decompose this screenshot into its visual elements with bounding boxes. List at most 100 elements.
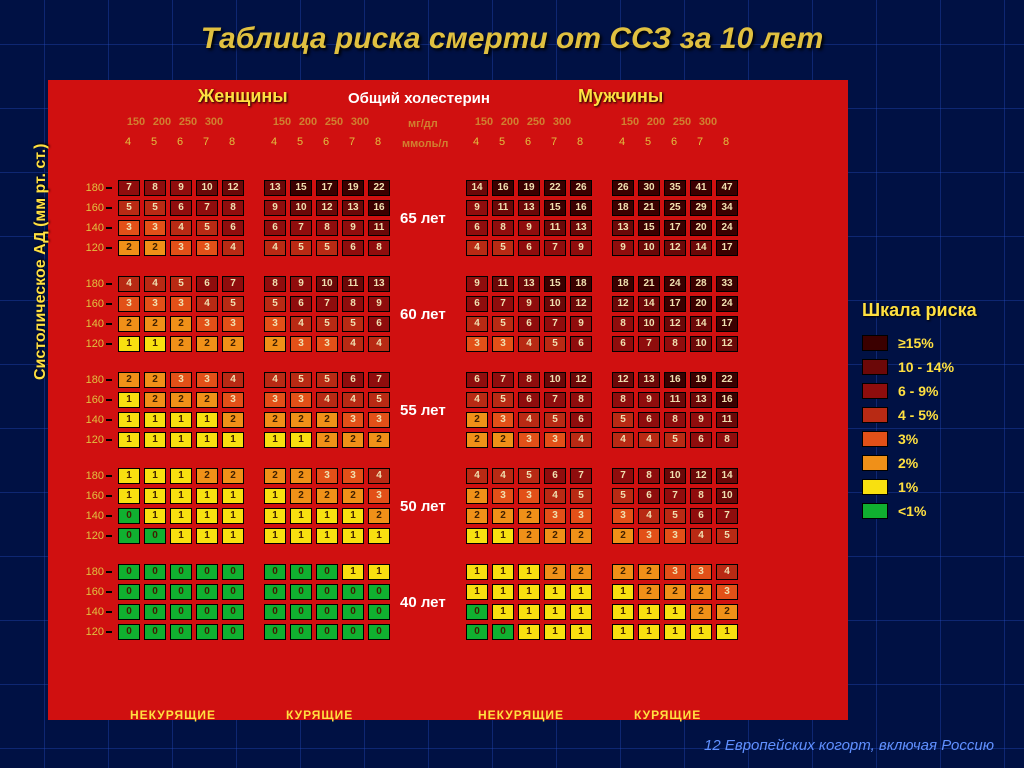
risk-cell: 5 bbox=[342, 316, 364, 332]
legend-label: 6 - 9% bbox=[898, 383, 938, 399]
risk-cell: 17 bbox=[716, 316, 738, 332]
risk-cell: 9 bbox=[638, 392, 660, 408]
risk-cell: 12 bbox=[664, 316, 686, 332]
risk-cell: 5 bbox=[492, 316, 514, 332]
footnote: 12 Европейских когорт, включая Россию bbox=[704, 737, 994, 754]
bp-ticks bbox=[106, 468, 112, 548]
risk-cell: 7 bbox=[544, 240, 566, 256]
risk-block: 1416192226911131516689111345679 bbox=[466, 180, 592, 256]
risk-cell: 1 bbox=[492, 604, 514, 620]
risk-cell: 1 bbox=[290, 508, 312, 524]
bp-axis-label: Систолическое АД (мм рт. ст.) bbox=[32, 144, 50, 381]
risk-cell: 1 bbox=[466, 528, 488, 544]
risk-block: 263035414718212529341315172024910121417 bbox=[612, 180, 738, 256]
risk-cell: 7 bbox=[368, 372, 390, 388]
risk-cell: 3 bbox=[170, 372, 192, 388]
risk-cell: 1 bbox=[196, 412, 218, 428]
risk-cell: 3 bbox=[664, 564, 686, 580]
risk-cell: 22 bbox=[716, 372, 738, 388]
risk-cell: 3 bbox=[368, 488, 390, 504]
risk-cell: 1 bbox=[368, 528, 390, 544]
risk-cell: 19 bbox=[342, 180, 364, 196]
risk-block: 00000000000000000000 bbox=[118, 564, 244, 640]
risk-cell: 3 bbox=[492, 488, 514, 504]
risk-cell: 8 bbox=[638, 468, 660, 484]
risk-cell: 9 bbox=[368, 296, 390, 312]
risk-cell: 9 bbox=[570, 240, 592, 256]
risk-cell: 0 bbox=[222, 624, 244, 640]
risk-cell: 24 bbox=[716, 220, 738, 236]
risk-cell: 1 bbox=[170, 528, 192, 544]
legend-swatch bbox=[862, 335, 888, 351]
risk-block: 44567233452223311222 bbox=[466, 468, 592, 544]
risk-cell: 2 bbox=[612, 528, 634, 544]
risk-cell: 1 bbox=[690, 624, 712, 640]
risk-cell: 1 bbox=[118, 412, 140, 428]
risk-cell: 8 bbox=[612, 316, 634, 332]
risk-cell: 6 bbox=[570, 412, 592, 428]
risk-cell: 14 bbox=[716, 468, 738, 484]
risk-cell: 5 bbox=[118, 200, 140, 216]
risk-cell: 1 bbox=[368, 564, 390, 580]
risk-cell: 0 bbox=[290, 604, 312, 620]
legend-label: 2% bbox=[898, 455, 918, 471]
risk-cell: 8 bbox=[222, 200, 244, 216]
risk-cell: 24 bbox=[664, 276, 686, 292]
risk-cell: 13 bbox=[518, 276, 540, 292]
bp-ticks bbox=[106, 276, 112, 356]
risk-cell: 3 bbox=[222, 392, 244, 408]
risk-cell: 11 bbox=[716, 412, 738, 428]
bp-ticks bbox=[106, 564, 112, 644]
risk-cell: 2 bbox=[196, 392, 218, 408]
risk-cell: 6 bbox=[368, 316, 390, 332]
legend-swatch bbox=[862, 455, 888, 471]
risk-cell: 2 bbox=[492, 508, 514, 524]
risk-cell: 1 bbox=[222, 508, 244, 524]
risk-cell: 2 bbox=[144, 240, 166, 256]
risk-cell: 1 bbox=[170, 488, 192, 504]
legend-label: 4 - 5% bbox=[898, 407, 938, 423]
label-nonsmoker-2: НЕКУРЯЩИЕ bbox=[478, 708, 564, 722]
risk-cell: 4 bbox=[518, 412, 540, 428]
risk-cell: 2 bbox=[290, 488, 312, 504]
risk-cell: 14 bbox=[690, 240, 712, 256]
header-women: Женщины bbox=[198, 86, 288, 107]
risk-cell: 0 bbox=[170, 604, 192, 620]
risk-cell: 4 bbox=[316, 392, 338, 408]
risk-cell: 5 bbox=[492, 392, 514, 408]
risk-cell: 1 bbox=[316, 528, 338, 544]
page-title: Таблица риска смерти от ССЗ за 10 лет bbox=[0, 0, 1024, 66]
risk-cell: 6 bbox=[342, 240, 364, 256]
risk-block: 91113151867910124567933456 bbox=[466, 276, 592, 352]
risk-cell: 1 bbox=[264, 488, 286, 504]
risk-cell: 13 bbox=[342, 200, 364, 216]
risk-cell: 2 bbox=[264, 412, 286, 428]
risk-cell: 3 bbox=[716, 584, 738, 600]
risk-cell: 15 bbox=[638, 220, 660, 236]
risk-cell: 6 bbox=[518, 240, 540, 256]
legend-label: <1% bbox=[898, 503, 926, 519]
risk-block: 22334122231112211111 bbox=[612, 564, 738, 640]
risk-cell: 4 bbox=[196, 296, 218, 312]
risk-cell: 1 bbox=[196, 488, 218, 504]
risk-block: 12131619228911131656891144568 bbox=[612, 372, 738, 448]
risk-cell: 7 bbox=[612, 468, 634, 484]
bp-ticks bbox=[106, 180, 112, 260]
risk-cell: 3 bbox=[368, 412, 390, 428]
risk-cell: 3 bbox=[316, 468, 338, 484]
risk-cell: 3 bbox=[638, 528, 660, 544]
risk-cell: 1 bbox=[544, 604, 566, 620]
risk-cell: 2 bbox=[664, 584, 686, 600]
risk-cell: 1 bbox=[144, 336, 166, 352]
risk-cell: 4 bbox=[264, 372, 286, 388]
risk-cell: 3 bbox=[196, 316, 218, 332]
risk-cell: 0 bbox=[290, 624, 312, 640]
risk-cell: 20 bbox=[690, 220, 712, 236]
risk-block: 00011000000000000000 bbox=[264, 564, 390, 640]
bp-labels: 180160140120 bbox=[62, 564, 104, 644]
risk-cell: 13 bbox=[264, 180, 286, 196]
risk-cell: 2 bbox=[544, 528, 566, 544]
risk-cell: 5 bbox=[716, 528, 738, 544]
risk-cell: 3 bbox=[664, 528, 686, 544]
risk-cell: 7 bbox=[196, 200, 218, 216]
